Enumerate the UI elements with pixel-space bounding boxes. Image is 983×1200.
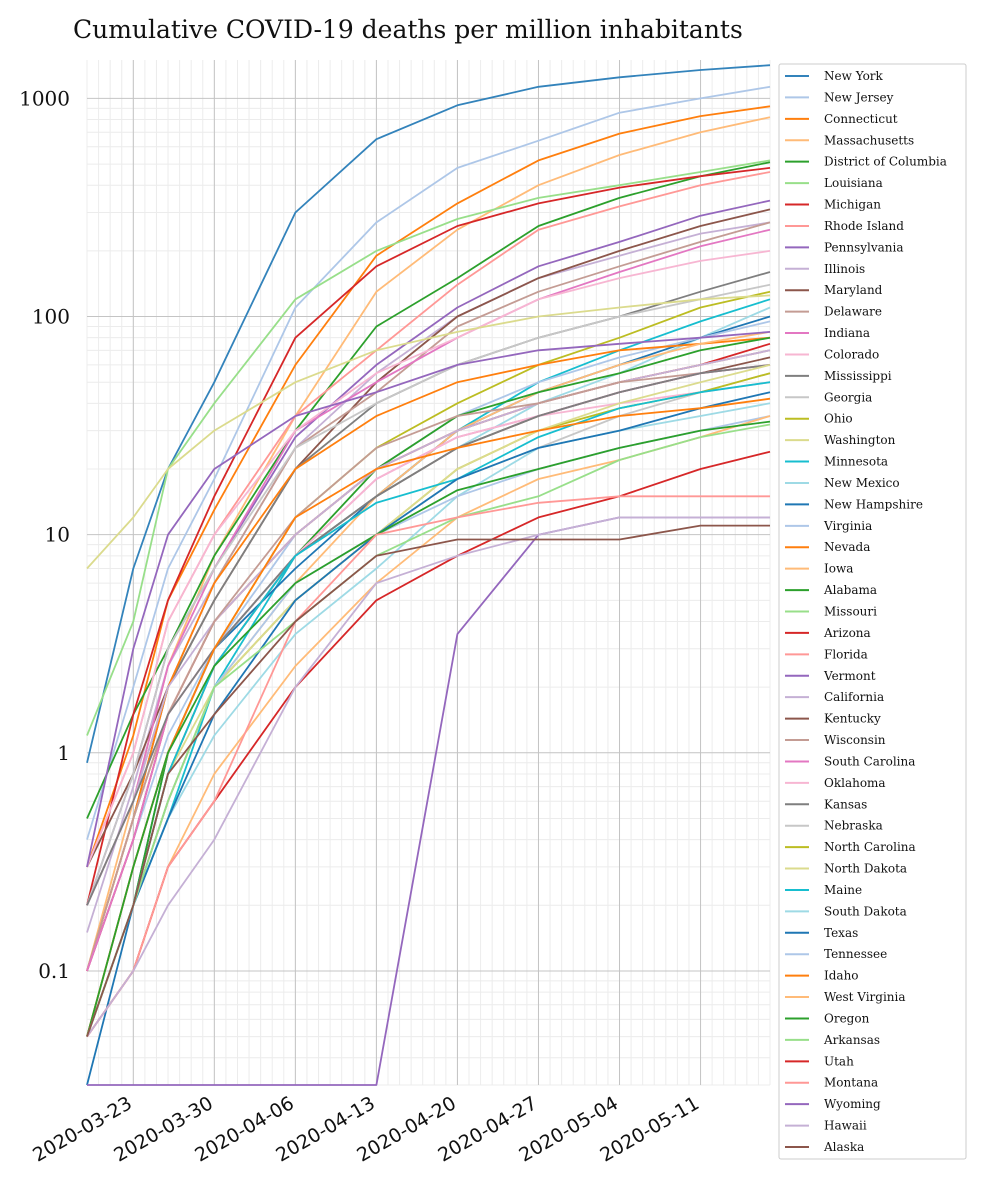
legend-entry: North Dakota	[824, 862, 907, 876]
chart-title: Cumulative COVID-19 deaths per million i…	[73, 15, 743, 44]
legend-entry: Alaska	[823, 1140, 864, 1154]
legend-entry: Virginia	[823, 519, 872, 533]
series-line-utah	[86, 450, 771, 1038]
series-line-indiana	[86, 228, 771, 906]
series-line-oregon	[86, 420, 771, 1037]
legend-entry: Massachusetts	[824, 133, 914, 147]
series-line-louisiana	[86, 159, 771, 736]
series-line-tennessee	[86, 415, 771, 1037]
legend-entry: Oregon	[824, 1011, 870, 1025]
legend-entry: Oklahoma	[824, 776, 886, 790]
legend-entry: Illinois	[824, 262, 865, 276]
legend-entry: Ohio	[824, 412, 853, 426]
legend-entry: Delaware	[824, 305, 882, 319]
series-line-vermont	[86, 331, 771, 868]
series-line-washington	[86, 294, 771, 570]
series-line-new-jersey	[86, 85, 771, 840]
y-tick-label: 0.1	[38, 959, 70, 983]
legend-entry: Kentucky	[824, 712, 881, 726]
legend-entry: Missouri	[824, 605, 877, 619]
y-axis: 0.1 1 10 100 1000	[19, 86, 70, 983]
legend-entry: Washington	[824, 433, 896, 447]
legend-entry: Iowa	[824, 562, 853, 576]
legend-entry: Wyoming	[824, 1097, 881, 1111]
legend-entry: Nebraska	[824, 819, 883, 833]
series-line-idaho	[86, 397, 771, 1037]
legend-entry: Connecticut	[824, 112, 898, 126]
legend-entry: District of Columbia	[824, 155, 947, 169]
legend-entry: Alabama	[823, 583, 877, 597]
series-line-wisconsin	[86, 364, 771, 972]
legend-entry: Hawaii	[824, 1119, 867, 1133]
series-line-colorado	[86, 250, 771, 868]
series-line-minnesota	[86, 298, 771, 1037]
legend-entry: North Carolina	[824, 840, 916, 854]
legend-entry: Wisconsin	[824, 733, 886, 747]
legend-entry: Mississippi	[824, 369, 892, 383]
legend-entry: New Jersey	[824, 90, 894, 104]
legend-entry: South Carolina	[824, 754, 915, 768]
series-line-new-hampshire	[86, 315, 771, 1037]
series-line-georgia	[86, 283, 771, 906]
legend-entry: Georgia	[824, 390, 872, 404]
legend-entry: Michigan	[824, 198, 881, 212]
legend-entry: Tennessee	[824, 947, 887, 961]
legend-entry: West Virginia	[824, 990, 906, 1004]
series-line-kansas	[86, 364, 771, 906]
series-line-hawaii	[86, 516, 770, 1038]
series-line-arkansas	[86, 423, 771, 1037]
legend-entry: Nevada	[824, 540, 870, 554]
series-line-montana	[86, 495, 770, 1038]
y-tick-label: 1	[57, 741, 70, 765]
y-tick-label: 10	[45, 523, 70, 547]
legend-entry: Kansas	[824, 797, 867, 811]
series-line-district-of-columbia	[86, 161, 771, 819]
legend-entry: Maryland	[824, 283, 883, 297]
x-axis: 2020-03-232020-03-302020-04-062020-04-13…	[29, 1092, 703, 1166]
legend-entry: Indiana	[824, 326, 870, 340]
legend-entry: Colorado	[824, 347, 879, 361]
series-line-massachusetts	[86, 116, 771, 972]
legend-entry: Florida	[824, 647, 868, 661]
series-line-new-york	[86, 64, 771, 764]
y-tick-label: 100	[32, 305, 70, 329]
y-tick-label: 1000	[19, 86, 70, 110]
legend-entry: South Dakota	[824, 904, 907, 918]
series-line-nevada	[86, 336, 771, 972]
legend-entry: Louisiana	[824, 176, 883, 190]
legend-entry: Maine	[824, 883, 862, 897]
legend-entry: Pennsylvania	[824, 240, 904, 254]
legend-entry: Arkansas	[823, 1033, 880, 1047]
legend-entry: Arizona	[823, 626, 871, 640]
legend-box	[778, 63, 967, 1160]
legend-entry: Idaho	[824, 969, 859, 983]
legend-entry: Minnesota	[824, 455, 888, 469]
legend-entry: New Mexico	[824, 476, 900, 490]
series-line-michigan	[86, 167, 771, 906]
legend-entry: New Hampshire	[824, 497, 923, 511]
legend-entry: Vermont	[823, 669, 876, 683]
series-lines	[86, 64, 771, 1086]
legend-entry: Montana	[824, 1076, 878, 1090]
legend-entry: California	[824, 690, 884, 704]
legend-entry: Texas	[824, 926, 858, 940]
legend-entry: Utah	[824, 1054, 854, 1068]
legend-entry: New York	[824, 69, 884, 83]
series-line-connecticut	[86, 105, 771, 868]
legend: New York New Jersey Connecticut Massachuset…	[778, 63, 967, 1160]
legend-entry: Rhode Island	[824, 219, 904, 233]
series-line-delaware	[86, 221, 771, 906]
series-line-alaska	[86, 524, 770, 1037]
